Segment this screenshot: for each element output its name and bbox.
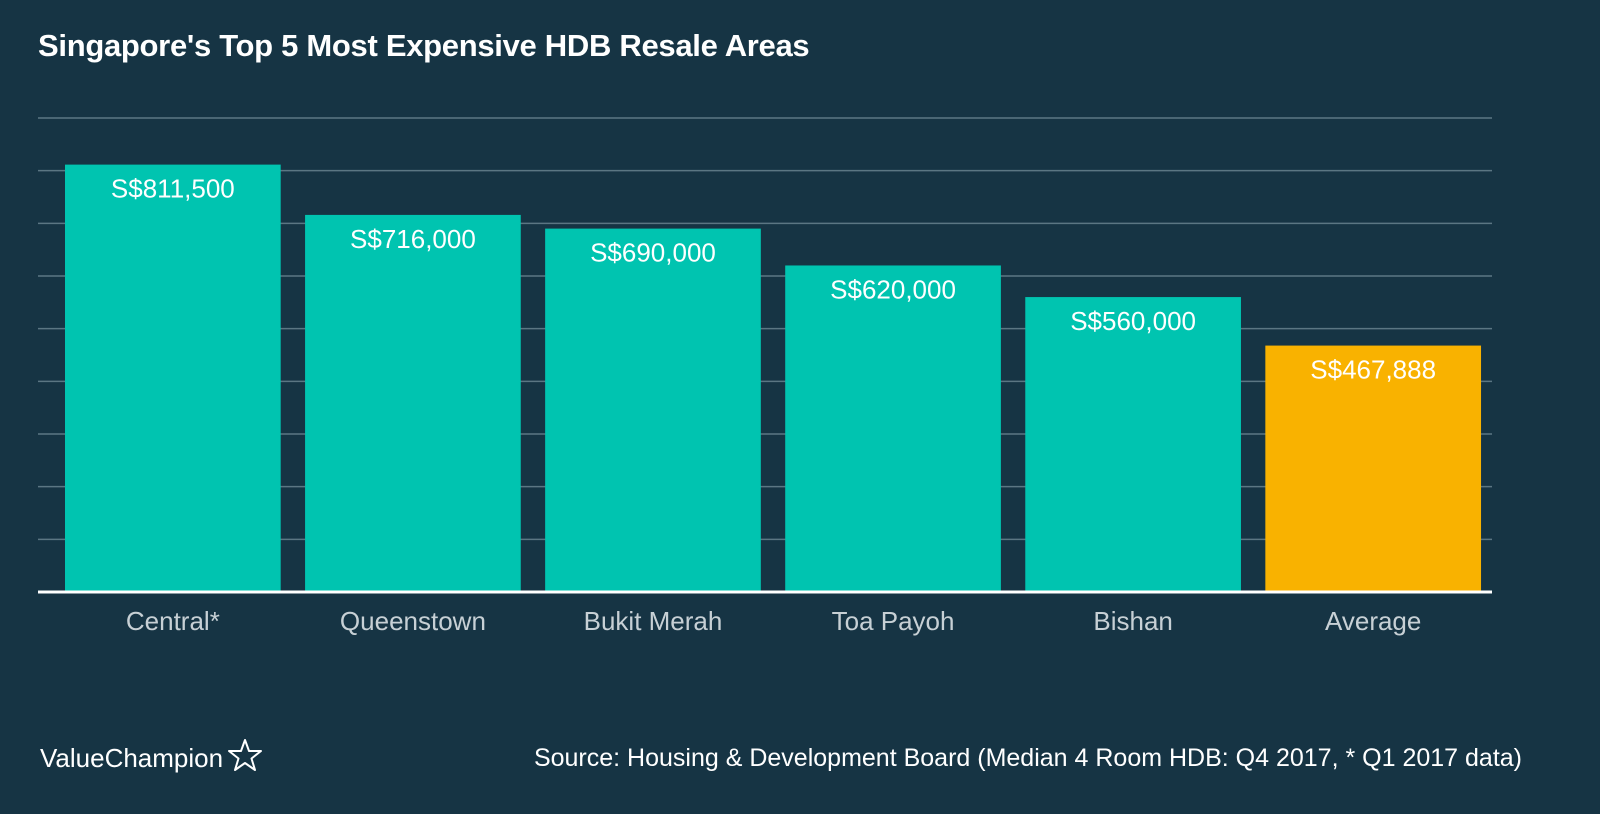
- data-label: S$690,000: [590, 238, 716, 268]
- x-tick-labels: Central* Queenstown Bukit Merah Toa Payoh Bi…: [126, 606, 1421, 636]
- data-label: S$811,500: [111, 174, 235, 204]
- bar-average: [1265, 345, 1482, 592]
- bar-toa-payoh: [785, 265, 1001, 592]
- source-note: Source: Housing & Development Board (Med…: [533, 744, 1522, 772]
- x-tick-label: Toa Payoh: [832, 606, 955, 636]
- bar-queenstown: [305, 214, 521, 592]
- star-icon: [227, 738, 263, 779]
- x-tick-label: Bukit Merah: [584, 606, 723, 636]
- data-label: S$620,000: [830, 274, 956, 304]
- chart-title: Singapore's Top 5 Most Expensive HDB Res…: [38, 28, 810, 63]
- x-tick-label: Central*: [126, 606, 220, 636]
- data-label: S$560,000: [1070, 306, 1196, 336]
- logo-text: ValueChampion: [40, 743, 224, 773]
- valuechampion-logo: ValueChampion: [40, 738, 263, 779]
- data-label: S$467,888: [1310, 355, 1436, 385]
- x-tick-label: Queenstown: [340, 606, 486, 636]
- bar-bukit-merah: [545, 228, 761, 592]
- bar-central: [65, 164, 281, 593]
- x-tick-label: Average: [1325, 606, 1421, 636]
- bar-chart: S$811,500 S$716,000 S$690,000 S$620,000 S$56…: [38, 117, 1492, 636]
- x-tick-label: Bishan: [1093, 606, 1173, 636]
- bars: [65, 164, 1482, 593]
- data-label: S$716,000: [350, 224, 476, 254]
- bar-bishan: [1025, 297, 1241, 592]
- data-labels: S$811,500 S$716,000 S$690,000 S$620,000 S$56…: [111, 174, 1436, 385]
